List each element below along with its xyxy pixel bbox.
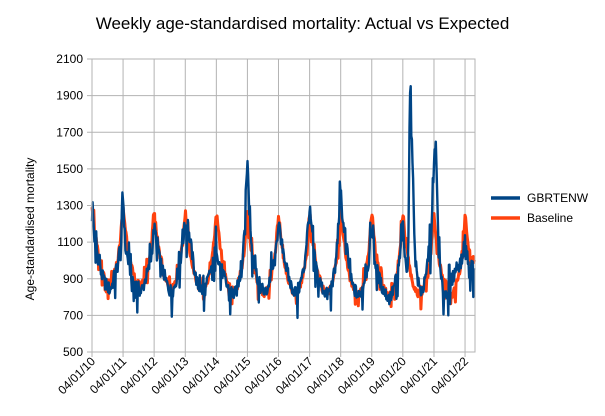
y-tick-label: 2100	[56, 52, 83, 66]
y-axis-label: Age-standardised mortality	[23, 158, 37, 301]
legend: GBRTENW Baseline	[491, 191, 589, 225]
y-tick-label: 1900	[56, 89, 83, 103]
y-tick-labels: 500 700 900 1100 1300 1500 1700 1900 2100	[56, 52, 83, 359]
y-tick-label: 1300	[56, 199, 83, 213]
y-tick-label: 900	[63, 272, 83, 286]
legend-label: Baseline	[527, 211, 573, 225]
y-tick-label: 500	[63, 345, 83, 359]
x-tick-labels: 04/01/1004/01/1104/01/1204/01/1304/01/14…	[55, 354, 471, 397]
grid-lines	[91, 58, 475, 353]
chart-title: Weekly age-standardised mortality: Actua…	[95, 14, 510, 33]
axes	[87, 58, 476, 357]
y-tick-label: 700	[63, 308, 83, 322]
legend-label: GBRTENW	[527, 191, 589, 205]
y-tick-label: 1700	[56, 125, 83, 139]
y-tick-label: 1100	[57, 235, 83, 249]
y-tick-label: 1500	[56, 162, 83, 176]
series-layer	[90, 85, 476, 320]
series-line-gbrtenw	[90, 85, 476, 320]
plot-area-border	[91, 58, 476, 353]
